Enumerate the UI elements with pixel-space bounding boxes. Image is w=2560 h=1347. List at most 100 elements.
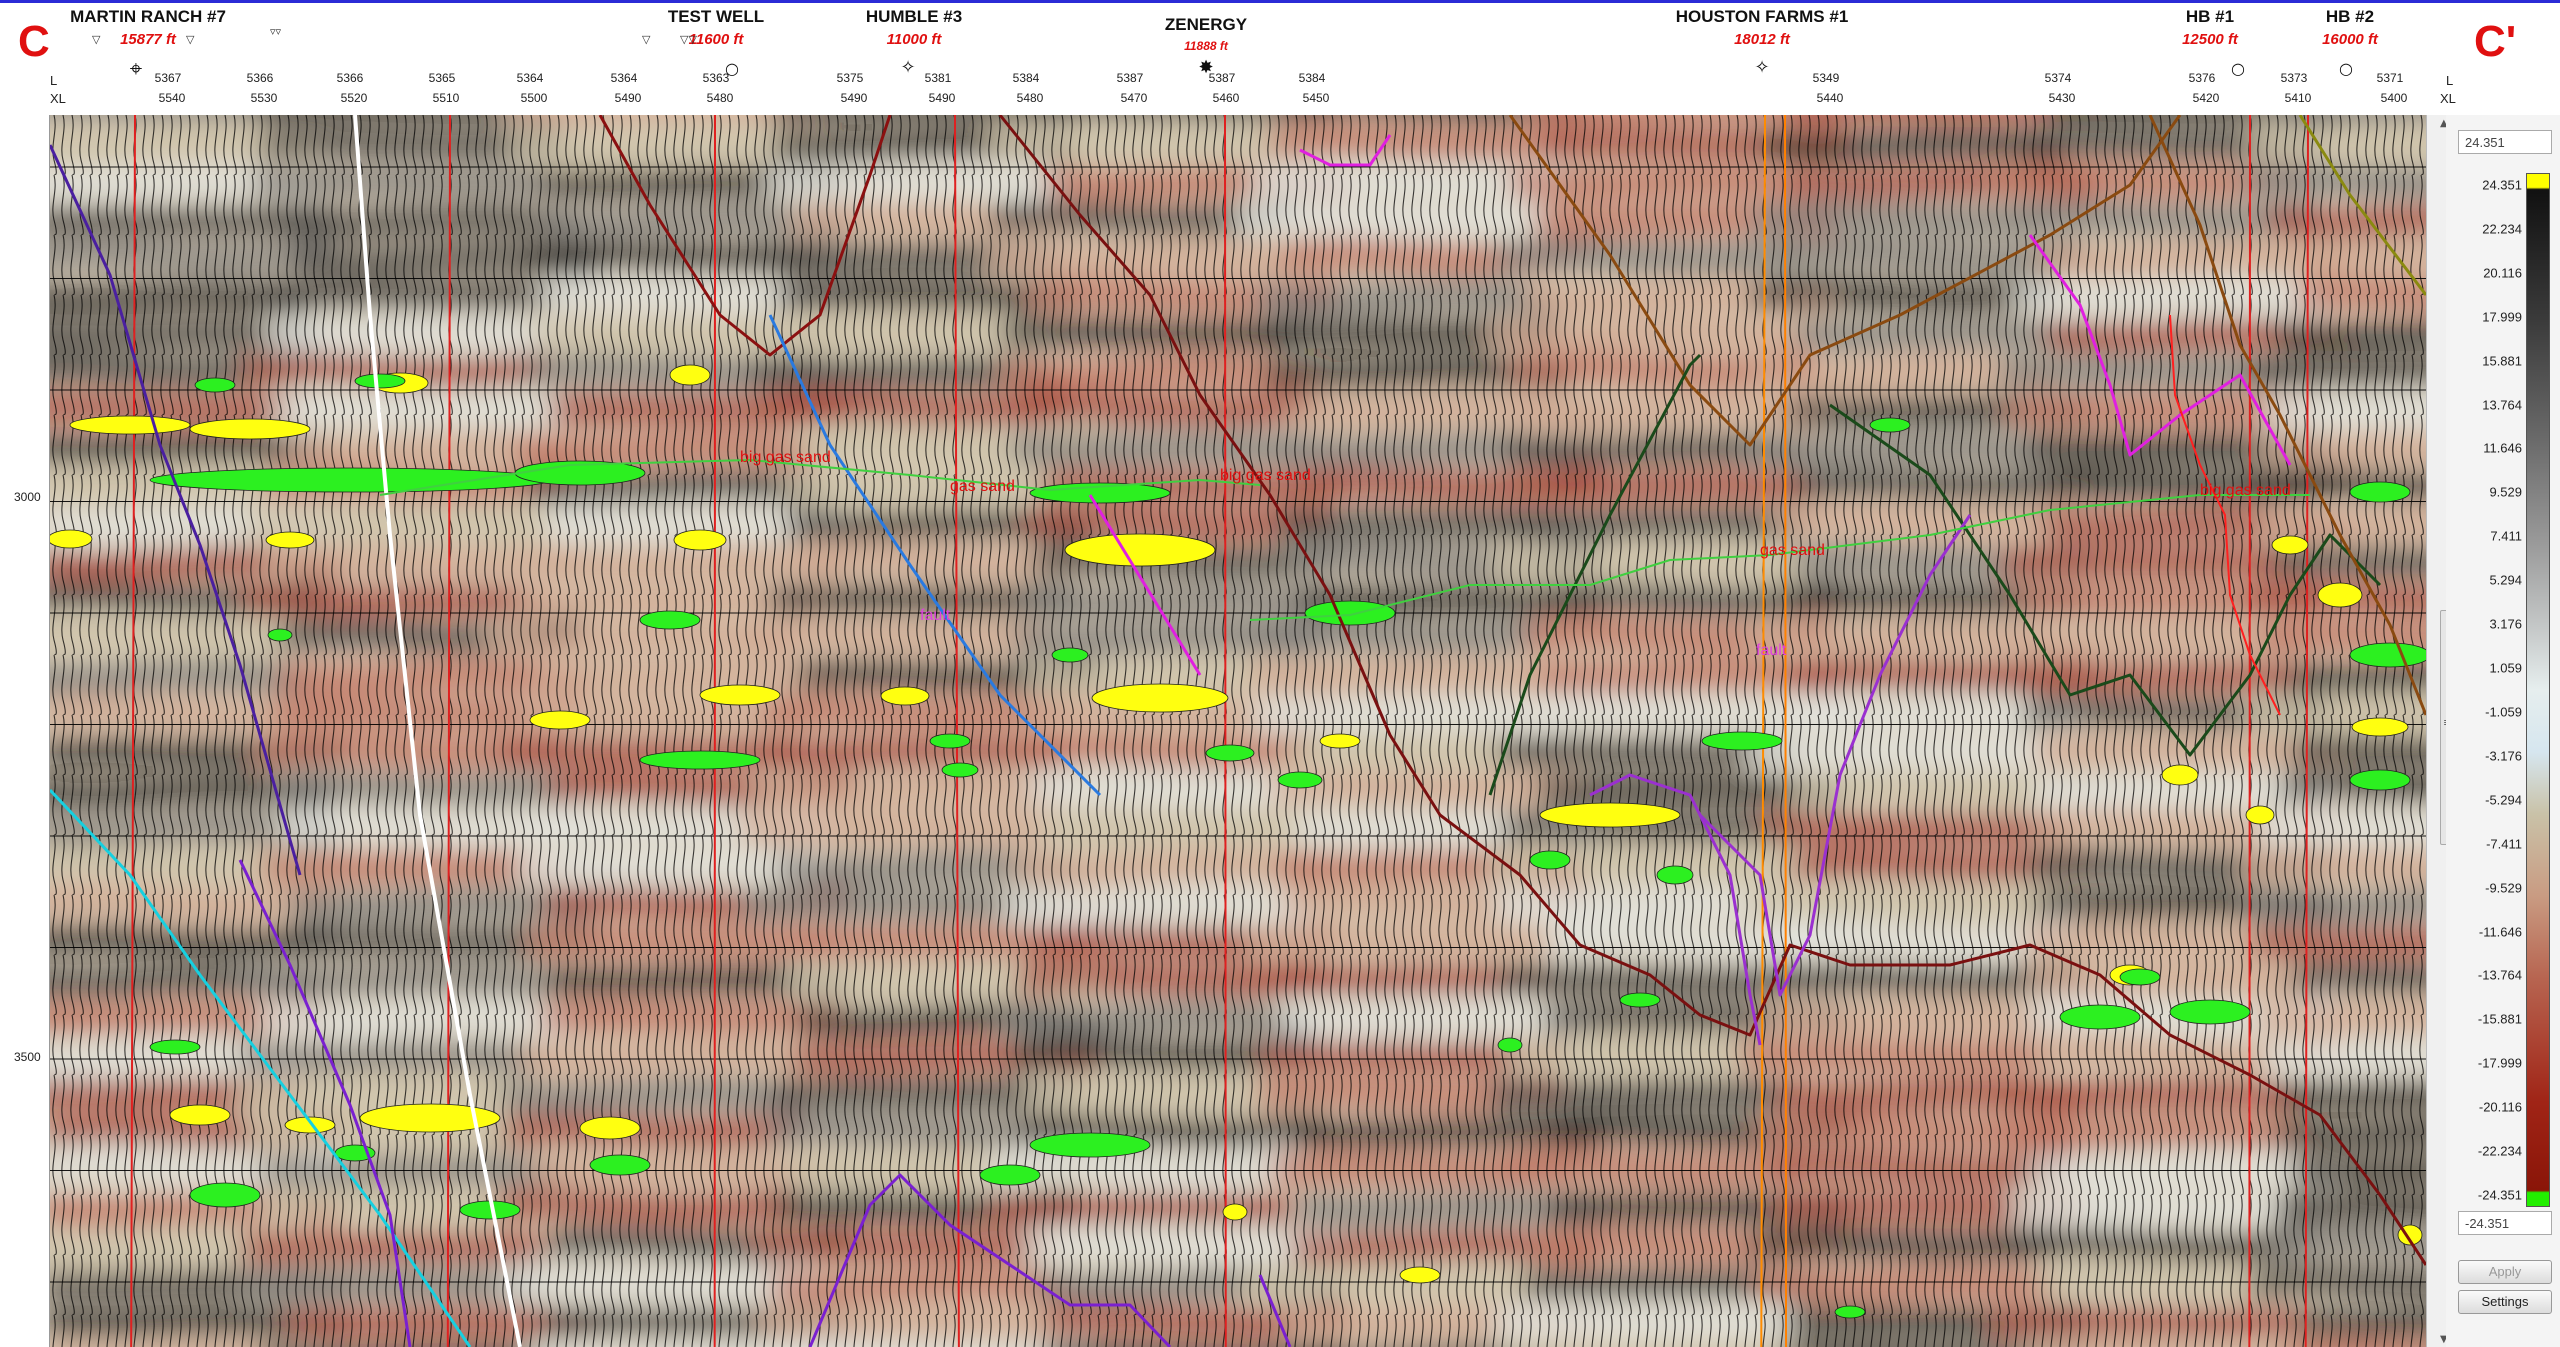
well-trajectory — [1760, 115, 1766, 1347]
well-total-depth: 11600 ft — [688, 31, 744, 48]
colorbar-tick: -22.234 — [2477, 1143, 2522, 1159]
xline-tick-label: 5540 — [158, 91, 186, 105]
inline-tick-label: 5363 — [702, 71, 730, 85]
fault-line — [808, 1173, 1172, 1347]
xline-tick-label: 5420 — [2192, 91, 2220, 105]
gas-well-symbol-icon: ⌖ — [129, 57, 143, 82]
well-hb-1[interactable]: HB #1 12500 ft — [2182, 7, 2238, 48]
well-zenergy[interactable]: ZENERGY 11888 ft — [1165, 15, 1247, 53]
xline-tick-label: 5490 — [928, 91, 956, 105]
apply-button[interactable]: Apply — [2458, 1260, 2552, 1284]
fault-line — [1258, 1274, 1292, 1347]
colorbar-panel: 24.351 24.351 22.234 20.116 17.999 15.881 13.… — [2446, 115, 2560, 1347]
inline-tick-label: 5381 — [924, 71, 952, 85]
gas-well-symbol-icon: ✧ — [1754, 57, 1770, 78]
fault-line — [598, 115, 892, 357]
fault-line — [1508, 115, 2182, 447]
xline-tick-label: 5500 — [520, 91, 548, 105]
fault-line — [1829, 403, 2382, 757]
colorbar-tick: 13.764 — [2482, 397, 2522, 413]
inline-tick-label: 5373 — [2280, 71, 2308, 85]
inline-tick-label: 5376 — [2188, 71, 2216, 85]
well-humble-3[interactable]: HUMBLE #3 11000 ft — [866, 7, 962, 48]
horizon-label-gas-sand: gas sand — [950, 478, 1015, 495]
colorbar-tick: 7.411 — [2490, 528, 2522, 544]
colorbar-min-input[interactable]: -24.351 — [2458, 1211, 2552, 1235]
amplitude-anomaly-green — [639, 750, 761, 770]
well-trajectory — [2304, 115, 2309, 1347]
colorbar-tick: -17.999 — [2477, 1055, 2522, 1071]
well-test-well[interactable]: TEST WELL 11600 ft — [668, 7, 764, 48]
xline-tick-label: 5430 — [2048, 91, 2076, 105]
well-name: ZENERGY — [1164, 15, 1248, 34]
amplitude-anomaly-yellow — [2271, 535, 2309, 555]
seismic-section-canvas[interactable]: big gas sand gas sand big gas sand gas s… — [50, 115, 2426, 1347]
well-name: HOUSTON FARMS #1 — [1675, 7, 1849, 26]
amplitude-anomaly-green — [639, 610, 701, 630]
amplitude-anomaly-yellow — [2161, 764, 2199, 786]
xline-tick-label: 5510 — [432, 91, 460, 105]
well-name: HUMBLE #3 — [865, 7, 963, 26]
well-name: HB #2 — [2325, 7, 2375, 26]
inline-tick-label: 5384 — [1298, 71, 1326, 85]
colorbar-tick: -24.351 — [2477, 1187, 2522, 1203]
scroll-down-arrow-icon[interactable]: ▼ — [2440, 1334, 2448, 1345]
xline-tick-label: 5490 — [614, 91, 642, 105]
horizon-label-big-gas-sand: big gas sand — [2200, 482, 2291, 499]
well-name: TEST WELL — [667, 7, 765, 26]
scroll-up-arrow-icon[interactable]: ▲ — [2440, 118, 2448, 129]
inline-tick-label: 5375 — [836, 71, 864, 85]
amplitude-anomaly-green — [1701, 731, 1783, 751]
fault-line — [1088, 494, 1202, 676]
inline-tick-label: 5364 — [610, 71, 638, 85]
amplitude-anomaly-green — [354, 373, 406, 389]
amplitude-anomaly-green — [1619, 992, 1661, 1008]
colorbar-tick: -15.881 — [2477, 1011, 2522, 1027]
colorbar-tick: 15.881 — [2482, 353, 2522, 369]
inline-axis-tag: L — [2446, 73, 2454, 88]
inline-tick-label: 5374 — [2044, 71, 2072, 85]
fault-line — [50, 788, 472, 1347]
well-hb-2[interactable]: HB #2 16000 ft — [2322, 7, 2378, 48]
xline-tick-label: 5460 — [1212, 91, 1240, 105]
amplitude-anomaly-yellow — [1319, 733, 1361, 749]
horizon-label-gas-sand: gas sand — [1760, 542, 1825, 559]
inline-tick-label: 5387 — [1208, 71, 1236, 85]
amplitude-anomaly-yellow — [880, 686, 930, 706]
well-martin-ranch-7[interactable]: MARTIN RANCH #7 15877 ft — [70, 7, 226, 48]
colorbar-tick: 1.059 — [2489, 660, 2522, 676]
colorbar-tick: 20.116 — [2483, 265, 2522, 281]
colorbar-tick: 11.646 — [2483, 440, 2522, 456]
amplitude-anomaly-green — [2169, 999, 2251, 1025]
well-total-depth: 12500 ft — [2182, 31, 2238, 48]
oil-gas-well-symbol-icon: ✸ — [1198, 57, 1214, 78]
amplitude-colorbar — [2526, 173, 2550, 1207]
amplitude-anomaly-green — [2349, 481, 2411, 503]
marker-triangle-icon: ▽ — [186, 33, 195, 46]
dry-hole-symbol-icon: ○ — [2339, 59, 2353, 78]
amplitude-anomaly-green — [1051, 647, 1089, 663]
fault-line — [50, 144, 302, 876]
inline-tick-label: 5371 — [2376, 71, 2404, 85]
horizon-line — [379, 459, 1261, 496]
xline-tick-label: 5520 — [340, 91, 368, 105]
well-houston-farms-1[interactable]: HOUSTON FARMS #1 18012 ft — [1676, 7, 1849, 48]
fault-line — [353, 115, 522, 1347]
amplitude-anomaly-yellow — [169, 1104, 231, 1126]
inline-tick-label: 5366 — [246, 71, 274, 85]
horizon-label-big-gas-sand: big gas sand — [740, 449, 831, 466]
amplitude-anomaly-yellow — [69, 415, 191, 435]
colorbar-tick: -13.764 — [2477, 967, 2522, 983]
inline-tick-label: 5384 — [1012, 71, 1040, 85]
amplitude-anomaly-yellow — [673, 529, 727, 551]
settings-button[interactable]: Settings — [2458, 1290, 2552, 1314]
amplitude-anomaly-yellow — [2317, 582, 2363, 608]
amplitude-anomaly-green — [1277, 771, 1323, 789]
colorbar-max-input[interactable]: 24.351 — [2458, 130, 2552, 154]
vertical-scrollbar-track[interactable] — [2426, 115, 2446, 1347]
fault-line — [1698, 514, 1972, 997]
amplitude-anomaly-green — [1869, 417, 1911, 433]
colorbar-tick: -7.411 — [2486, 836, 2522, 852]
well-trajectory — [2248, 115, 2251, 1347]
